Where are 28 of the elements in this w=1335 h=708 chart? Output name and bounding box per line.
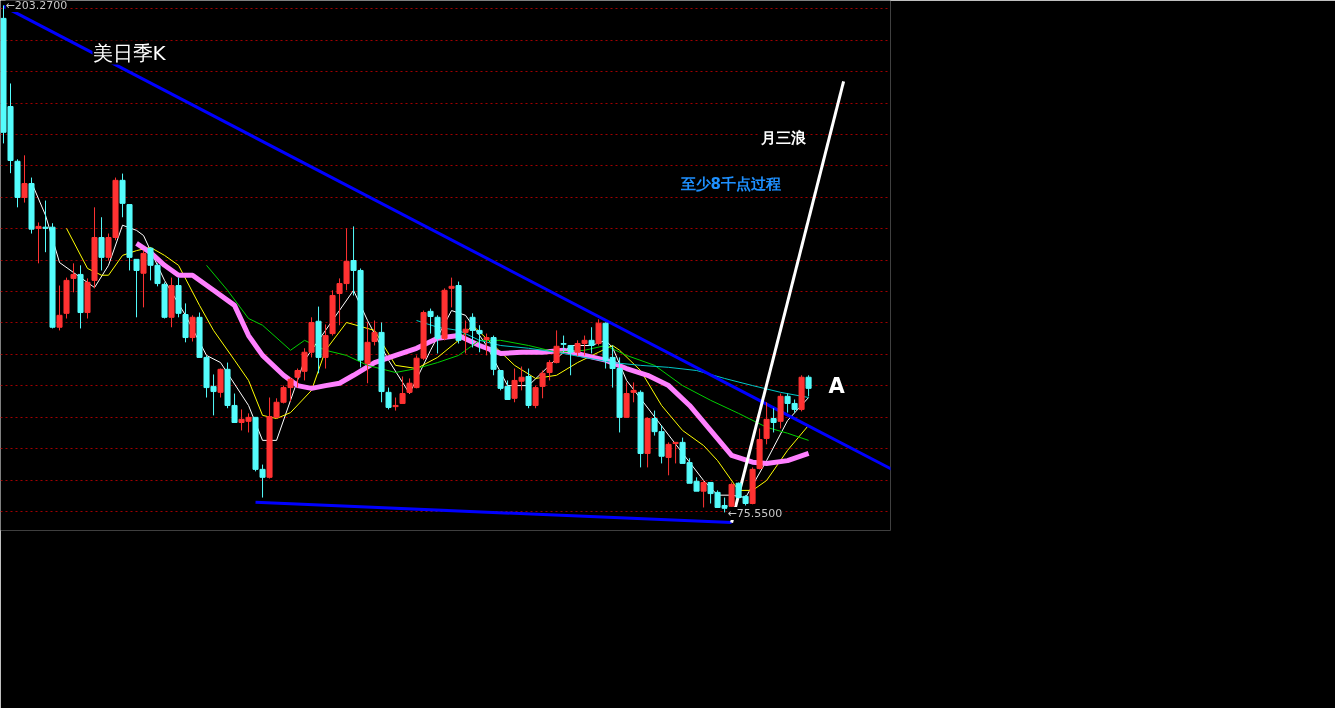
candlestick [189, 314, 196, 343]
candlestick [462, 319, 469, 354]
candlestick [434, 314, 441, 354]
candlestick [35, 221, 42, 264]
candlestick [770, 407, 777, 433]
candlestick [630, 381, 637, 403]
annotation: A [828, 373, 846, 398]
candlestick [98, 216, 105, 271]
candlestick [700, 479, 707, 508]
candlestick [637, 389, 644, 468]
candlestick [21, 154, 28, 204]
candlestick [315, 306, 322, 374]
candlestick [378, 321, 385, 403]
candlestick [322, 323, 329, 370]
candlestick [84, 277, 91, 319]
annotation: 月三浪 [759, 128, 807, 147]
candlestick [665, 441, 672, 476]
annotation: ←203.2700 [5, 0, 68, 12]
candlestick [329, 289, 336, 337]
candlestick [364, 321, 371, 384]
candlestick [644, 418, 651, 468]
candlestick [161, 281, 168, 318]
annotation: 至少8千点过程 [679, 174, 781, 193]
candlestick [70, 262, 77, 293]
annotation: ←75.5500 [727, 507, 783, 520]
text: 美日季K [92, 40, 167, 65]
candlestick [77, 264, 84, 329]
candlestick [14, 158, 21, 208]
